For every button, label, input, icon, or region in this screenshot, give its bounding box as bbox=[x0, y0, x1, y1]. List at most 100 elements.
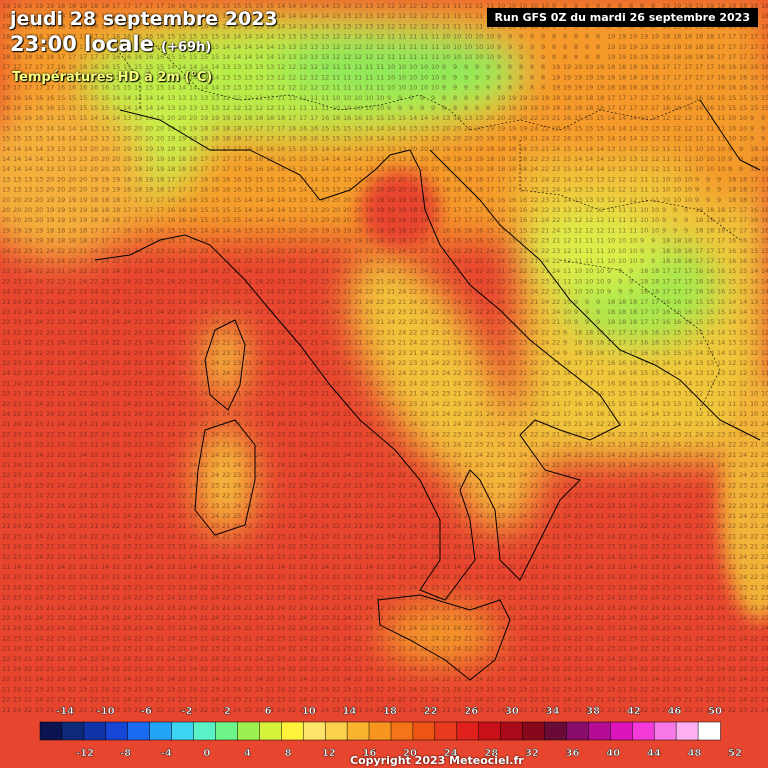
legend-swatch bbox=[39, 721, 63, 741]
grid-value: 18 bbox=[79, 12, 87, 20]
grid-value: 24 bbox=[761, 665, 768, 673]
grid-value: 21 bbox=[464, 430, 472, 438]
grid-value: 19 bbox=[640, 33, 648, 41]
grid-value: 17 bbox=[596, 359, 604, 367]
grid-value: 15 bbox=[651, 359, 659, 367]
grid-value: 21 bbox=[90, 339, 98, 347]
grid-value: 21 bbox=[90, 481, 98, 489]
grid-value: 16 bbox=[717, 277, 725, 285]
grid-value: 15 bbox=[574, 124, 582, 132]
grid-value: 22 bbox=[541, 369, 549, 377]
grid-value: 23 bbox=[541, 451, 549, 459]
grid-value: 23 bbox=[563, 624, 571, 632]
grid-value: 17 bbox=[134, 216, 142, 224]
grid-value: 14 bbox=[288, 12, 296, 20]
grid-value: 21 bbox=[244, 277, 252, 285]
grid-value: 14 bbox=[618, 124, 626, 132]
grid-value: 14 bbox=[211, 63, 219, 71]
grid-value: 24 bbox=[123, 318, 131, 326]
grid-value: 9 bbox=[420, 104, 424, 112]
grid-value: 24 bbox=[695, 430, 703, 438]
grid-value: 24 bbox=[145, 645, 153, 653]
grid-value: 17 bbox=[24, 63, 32, 71]
grid-value: 12 bbox=[761, 339, 768, 347]
grid-value: 22 bbox=[200, 543, 208, 551]
grid-value: 11 bbox=[387, 53, 395, 61]
grid-value: 16 bbox=[651, 339, 659, 347]
grid-value: 24 bbox=[453, 339, 461, 347]
grid-value: 24 bbox=[431, 553, 439, 561]
grid-value: 23 bbox=[497, 430, 505, 438]
grid-value: 22 bbox=[233, 369, 241, 377]
grid-value: 22 bbox=[2, 573, 10, 581]
grid-value: 23 bbox=[585, 553, 593, 561]
grid-value: 23 bbox=[57, 471, 65, 479]
grid-value: 24 bbox=[233, 339, 241, 347]
grid-value: 21 bbox=[365, 308, 373, 316]
grid-value: 16 bbox=[266, 145, 274, 153]
grid-value: 14 bbox=[310, 175, 318, 183]
grid-value: 21 bbox=[508, 400, 516, 408]
grid-value: 18 bbox=[662, 237, 670, 245]
grid-value: 10 bbox=[651, 206, 659, 214]
grid-value: 17 bbox=[673, 84, 681, 92]
grid-value: 21 bbox=[387, 410, 395, 418]
grid-value: 15 bbox=[717, 104, 725, 112]
grid-value: 20 bbox=[13, 206, 21, 214]
grid-value: 8 bbox=[552, 43, 556, 51]
grid-value: 21 bbox=[453, 390, 461, 398]
grid-value: 24 bbox=[277, 420, 285, 428]
grid-value: 12 bbox=[321, 84, 329, 92]
grid-value: 13 bbox=[310, 33, 318, 41]
grid-value: 21 bbox=[156, 471, 164, 479]
grid-value: 11 bbox=[651, 196, 659, 204]
grid-value: 21 bbox=[552, 553, 560, 561]
grid-value: 14 bbox=[233, 53, 241, 61]
grid-value: 23 bbox=[79, 543, 87, 551]
grid-value: 21 bbox=[178, 706, 186, 714]
grid-value: 15 bbox=[167, 226, 175, 234]
grid-value: 23 bbox=[299, 502, 307, 510]
grid-value: 15 bbox=[222, 22, 230, 30]
grid-value: 16 bbox=[57, 73, 65, 81]
grid-value: 24 bbox=[233, 522, 241, 530]
grid-value: 13 bbox=[222, 84, 230, 92]
grid-value: 21 bbox=[277, 267, 285, 275]
grid-value: 24 bbox=[123, 451, 131, 459]
grid-value: 24 bbox=[178, 410, 186, 418]
grid-value: 12 bbox=[695, 400, 703, 408]
grid-value: 23 bbox=[695, 563, 703, 571]
grid-value: 24 bbox=[365, 645, 373, 653]
grid-value: 23 bbox=[497, 573, 505, 581]
grid-value: 23 bbox=[167, 441, 175, 449]
grid-value: 23 bbox=[475, 706, 483, 714]
grid-value: 16 bbox=[629, 379, 637, 387]
grid-value: 23 bbox=[35, 461, 43, 469]
grid-value: 18 bbox=[640, 73, 648, 81]
grid-value: 14 bbox=[112, 94, 120, 102]
grid-value: 24 bbox=[321, 379, 329, 387]
legend-label: 26 bbox=[464, 706, 478, 717]
grid-value: 21 bbox=[486, 339, 494, 347]
grid-value: 13 bbox=[277, 237, 285, 245]
grid-value: 18 bbox=[13, 43, 21, 51]
grid-value: 22 bbox=[244, 257, 252, 265]
grid-value: 22 bbox=[46, 532, 54, 540]
grid-value: 24 bbox=[387, 532, 395, 540]
grid-value: 15 bbox=[717, 318, 725, 326]
grid-value: 21 bbox=[2, 502, 10, 510]
grid-value: 11 bbox=[684, 165, 692, 173]
grid-value: 24 bbox=[497, 461, 505, 469]
grid-value: 19 bbox=[354, 237, 362, 245]
grid-value: 24 bbox=[695, 696, 703, 704]
grid-value: 24 bbox=[233, 298, 241, 306]
grid-value: 13 bbox=[343, 12, 351, 20]
grid-value: 12 bbox=[618, 196, 626, 204]
grid-value: 24 bbox=[299, 471, 307, 479]
grid-value: 23 bbox=[519, 379, 527, 387]
grid-value: 9 bbox=[695, 196, 699, 204]
grid-value: 21 bbox=[684, 532, 692, 540]
grid-value: 22 bbox=[266, 451, 274, 459]
grid-value: 15 bbox=[695, 318, 703, 326]
grid-value: 23 bbox=[244, 288, 252, 296]
